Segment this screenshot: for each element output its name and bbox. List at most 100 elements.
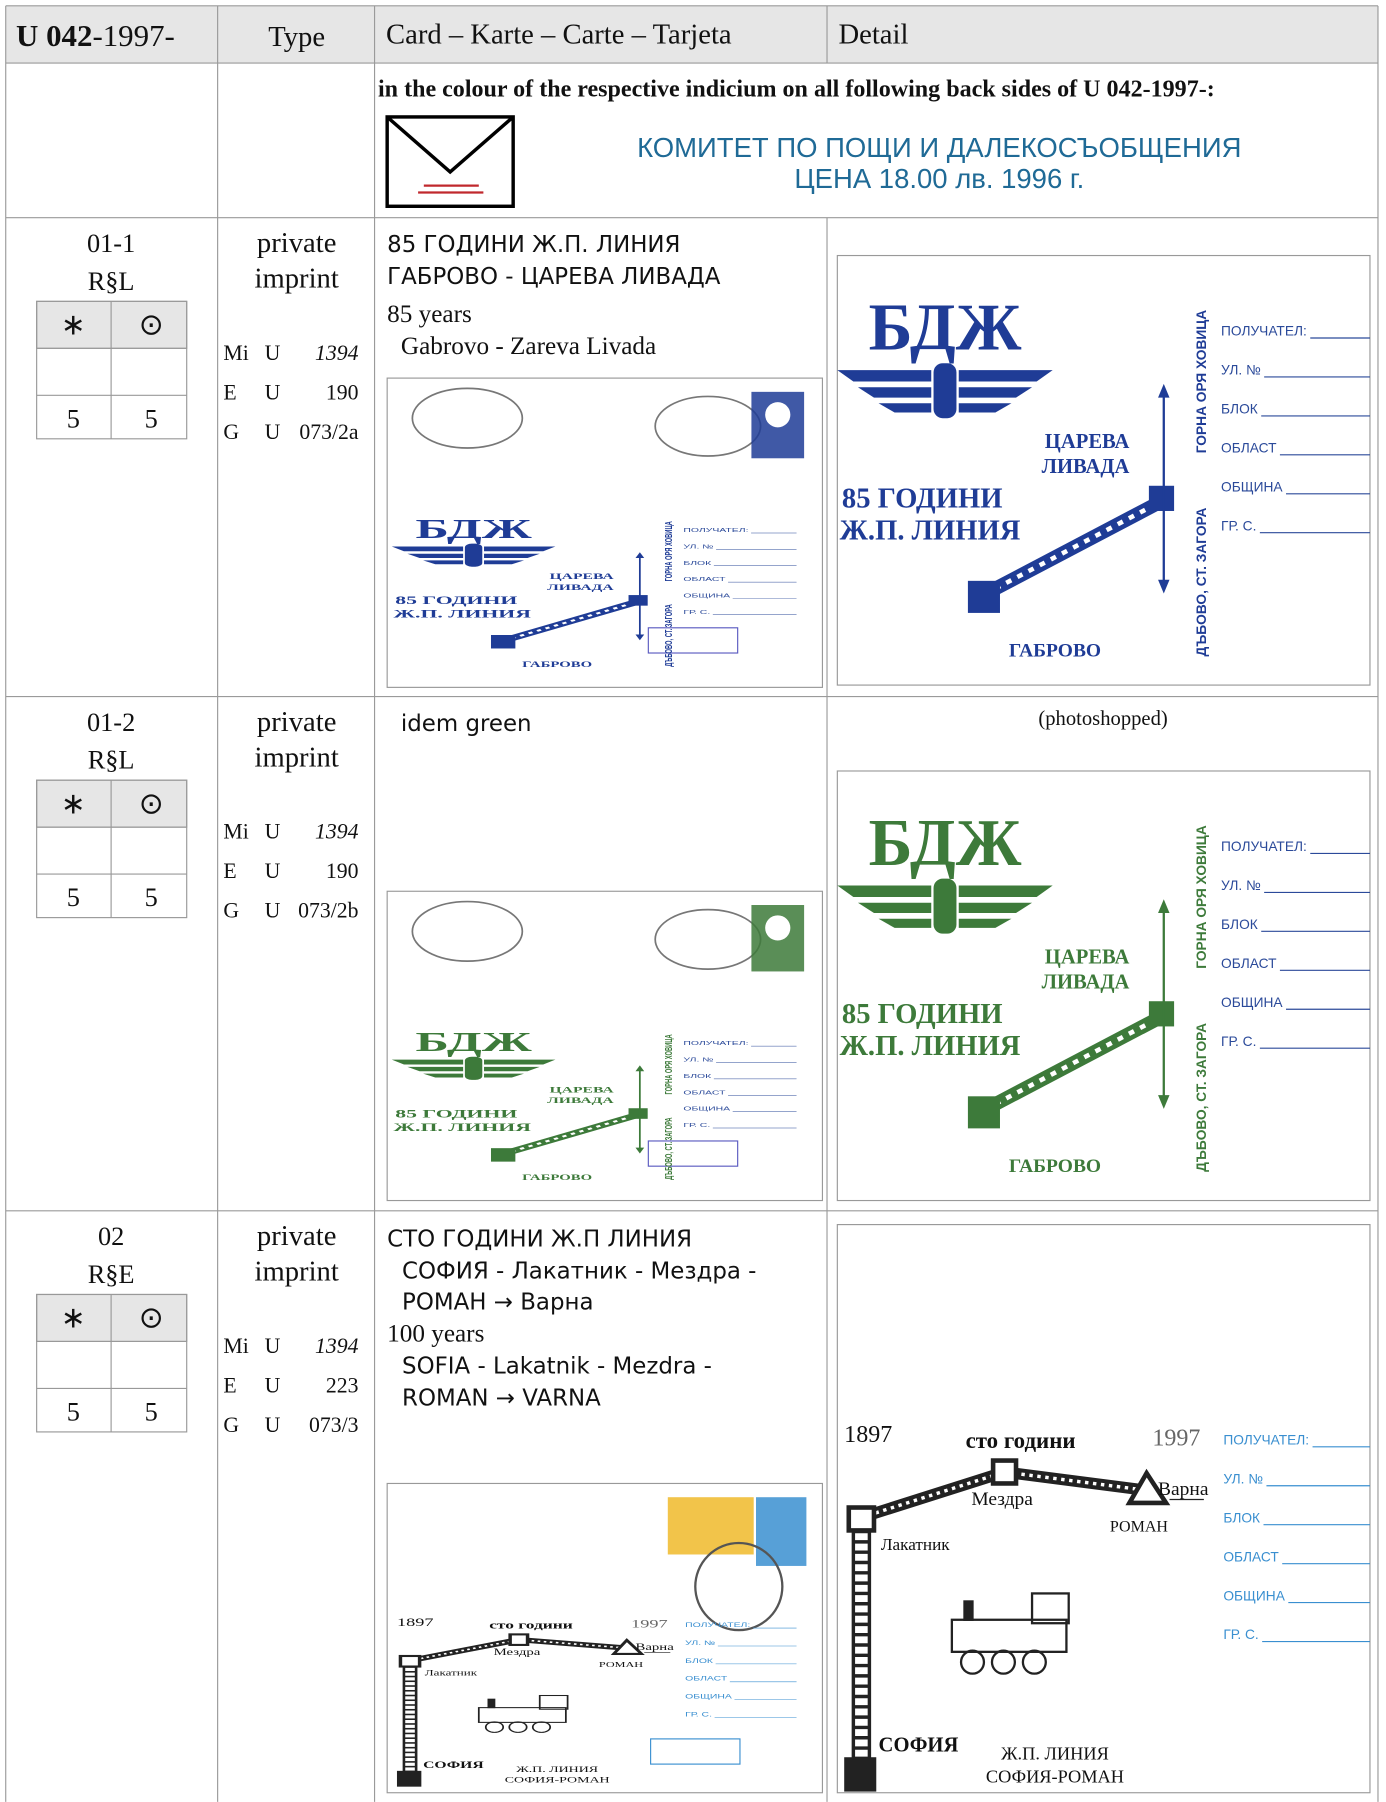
station-box [844, 1757, 877, 1792]
form-label: УЛ. № [685, 1639, 715, 1646]
stamp-head: ∗ [61, 786, 86, 821]
card-text: СТО ГОДИНИ Ж.П ЛИНИЯ [387, 1226, 692, 1252]
signal-arm-dash [982, 498, 1164, 597]
art-year: 1897 [397, 1617, 434, 1629]
wing [484, 1073, 525, 1078]
card-text: СОФИЯ - Лакатник - Мездра - [402, 1258, 756, 1284]
catalog-prefix: U [265, 1373, 281, 1397]
arrow-head [1158, 383, 1170, 398]
art-anniversary: 85 ГОДИНИ [395, 1106, 517, 1120]
form-label: ОБЛАСТ [685, 1675, 728, 1682]
form-label: ПОЛУЧАТЕЛ: [685, 1621, 750, 1628]
stamp-price: 5 [145, 1397, 158, 1426]
form-label: БЛОК [1221, 917, 1258, 932]
stamp-head-bg [36, 1293, 188, 1342]
catalog-prefix: U [265, 1334, 281, 1358]
wing [484, 560, 525, 565]
header-id: U 042-1997- [16, 18, 175, 53]
art-station: РОМАН [599, 1661, 643, 1669]
card-text: 85 ГОДИНИ Ж.П. ЛИНИЯ [387, 232, 680, 258]
art-station: Варна [635, 1642, 674, 1652]
card-text: SOFIA - Lakatnik - Mezdra - [402, 1354, 712, 1380]
art-station: Лакатник [425, 1669, 478, 1678]
arrow-head [635, 1065, 645, 1072]
art-station: СОФИЯ [423, 1759, 484, 1770]
header-detail: Detail [838, 19, 908, 51]
wing [837, 885, 932, 897]
art-caption: сто години [489, 1620, 573, 1632]
type-text: imprint [255, 1256, 339, 1288]
art-route: ДЪБОВО, СТ. ЗАГОРА [662, 604, 674, 666]
postmark [411, 900, 524, 962]
form-label: УЛ. № [1221, 878, 1261, 893]
track-dash [859, 1470, 1147, 1520]
note-imprint-2: ЦЕНА 18.00 лв. 1996 г. [794, 163, 1084, 194]
form-label: БЛОК [1221, 402, 1258, 417]
stamp-head: ⊙ [139, 786, 164, 821]
wing [958, 403, 1012, 413]
art-station: Мездра [971, 1489, 1033, 1510]
form-label: УЛ. № [1221, 363, 1261, 378]
postmark [694, 1541, 784, 1632]
signal-arm-dash [502, 1113, 640, 1155]
loco-wheel [484, 1721, 505, 1733]
wheel [464, 543, 483, 567]
station-triangle [610, 1638, 645, 1655]
catalog-name: E [223, 1373, 236, 1397]
art-anniversary: 85 ГОДИНИ [842, 483, 1003, 515]
image-frame [386, 890, 824, 1202]
form-label: БЛОК [683, 559, 711, 566]
header-card: Card – Karte – Carte – Tarjeta [386, 19, 732, 51]
form-label: ОБЛАСТ [1223, 1549, 1279, 1564]
form-label: ГР. С. [1223, 1627, 1258, 1642]
wing [484, 553, 540, 559]
wing [878, 403, 932, 413]
catalog-number: 073/2b [298, 899, 359, 923]
stamp [667, 1497, 754, 1555]
catalog-number: 1394 [315, 1334, 359, 1358]
wheel [933, 363, 957, 419]
image-frame [836, 254, 1371, 686]
envelope-icon [385, 115, 515, 208]
catalog-number: 073/3 [309, 1413, 359, 1437]
station-box [398, 1654, 422, 1668]
stamp-price: 5 [67, 404, 80, 433]
form-label: УЛ. № [683, 543, 713, 550]
form-label: ОБЩИНА [685, 1693, 732, 1700]
note-text: in the colour of the respective indicium… [378, 76, 1215, 102]
art-station: РОМАН [1110, 1519, 1168, 1536]
loco-cab [1030, 1592, 1070, 1625]
type-text: private [257, 706, 336, 738]
art-town: ГАБРОВО [1009, 640, 1101, 661]
image-frame [836, 1224, 1371, 1794]
wing [958, 370, 1053, 382]
indicium-balloon [765, 402, 791, 428]
art-line: Ж.П. ЛИНИЯ [516, 1765, 598, 1774]
catalog-name: E [223, 380, 236, 404]
type-text: imprint [255, 741, 339, 773]
loco-chimney [963, 1600, 974, 1621]
stamp-head: ∗ [61, 308, 86, 343]
art-station: ЛИВАДА [547, 582, 615, 592]
art-station: ЦАРЕВА [550, 572, 615, 582]
art-anniversary: Ж.П. ЛИНИЯ [393, 1120, 531, 1134]
card-text: 100 years [387, 1320, 484, 1347]
catalog-prefix: U [265, 1413, 281, 1437]
stamp-price: 5 [67, 1397, 80, 1426]
form-label: ОБЛАСТ [683, 1089, 725, 1096]
art-line: СОФИЯ-РОМАН [986, 1766, 1124, 1786]
wing [391, 546, 464, 552]
art-station: СОФИЯ [879, 1735, 959, 1757]
catalog-number: 1394 [315, 341, 359, 365]
row-number: 02 [98, 1222, 124, 1251]
art-logo: БДЖ [869, 291, 1022, 364]
art-anniversary: 85 ГОДИНИ [395, 593, 517, 607]
arrow-head [1158, 579, 1170, 594]
row-code: R§L [88, 267, 135, 296]
art-station: Мездра [494, 1647, 541, 1657]
stamp-price: 5 [145, 404, 158, 433]
wheel [933, 878, 957, 934]
art-logo: БДЖ [416, 513, 533, 544]
